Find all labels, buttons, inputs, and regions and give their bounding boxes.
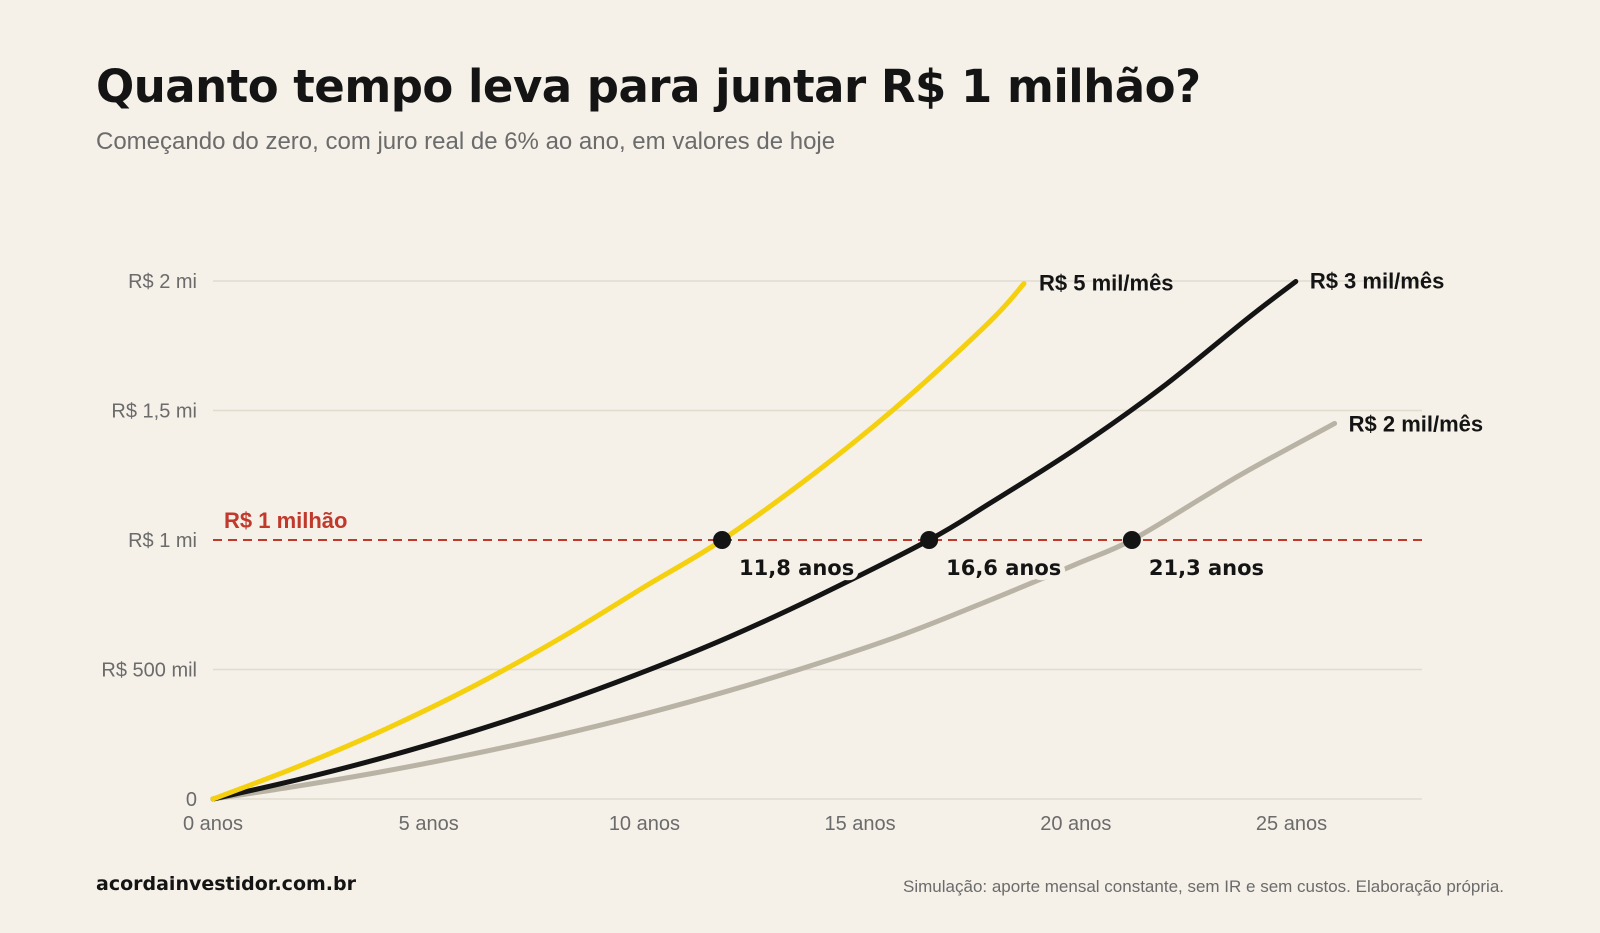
x-tick-label: 0 anos bbox=[183, 813, 243, 835]
series-line-0 bbox=[210, 281, 1027, 802]
series-label: R$ 5 mil/mês bbox=[1039, 271, 1174, 296]
chart-title: Quanto tempo leva para juntar R$ 1 milhã… bbox=[96, 60, 1201, 113]
crossing-marker bbox=[920, 531, 939, 549]
reference-line-label: R$ 1 milhão bbox=[224, 508, 347, 533]
series-lines bbox=[210, 279, 1338, 802]
y-tick-label: R$ 500 mil bbox=[101, 660, 197, 682]
crossing-marker bbox=[713, 531, 732, 549]
series-line-1 bbox=[210, 279, 1299, 802]
series-label: R$ 3 mil/mês bbox=[1310, 269, 1445, 294]
x-tick-label: 15 anos bbox=[825, 813, 896, 835]
grid-lines bbox=[213, 280, 1422, 800]
footer-note: Simulação: aporte mensal constante, sem … bbox=[903, 877, 1504, 896]
crossing-label: 21,3 anos bbox=[1149, 556, 1264, 580]
x-tick-label: 5 anos bbox=[399, 813, 459, 835]
chart-subtitle: Começando do zero, com juro real de 6% a… bbox=[96, 128, 836, 155]
x-tick-label: 20 anos bbox=[1040, 813, 1111, 835]
series-line-2 bbox=[210, 420, 1338, 802]
crossing-marker bbox=[1122, 531, 1141, 549]
y-tick-label: R$ 1,5 mi bbox=[111, 401, 197, 423]
series-label: R$ 2 mil/mês bbox=[1349, 411, 1484, 436]
crossing-label: 11,8 anos bbox=[739, 556, 854, 580]
x-tick-label: 25 anos bbox=[1256, 813, 1327, 835]
y-tick-label: R$ 2 mi bbox=[128, 271, 197, 293]
x-tick-label: 10 anos bbox=[609, 813, 680, 835]
crossing-markers bbox=[713, 531, 1141, 549]
crossing-label: 16,6 anos bbox=[946, 556, 1061, 580]
y-tick-label: 0 bbox=[186, 789, 197, 811]
line-chart: 0 R$ 500 mil R$ 1 mi R$ 1,5 mi R$ 2 mi 0 anos… bbox=[101, 269, 1483, 835]
chart-labels: 0 R$ 500 mil R$ 1 mi R$ 1,5 mi R$ 2 mi 0 anos… bbox=[101, 269, 1483, 835]
y-tick-label: R$ 1 mi bbox=[128, 530, 197, 552]
footer-source: acordainvestidor.com.br bbox=[96, 873, 356, 895]
